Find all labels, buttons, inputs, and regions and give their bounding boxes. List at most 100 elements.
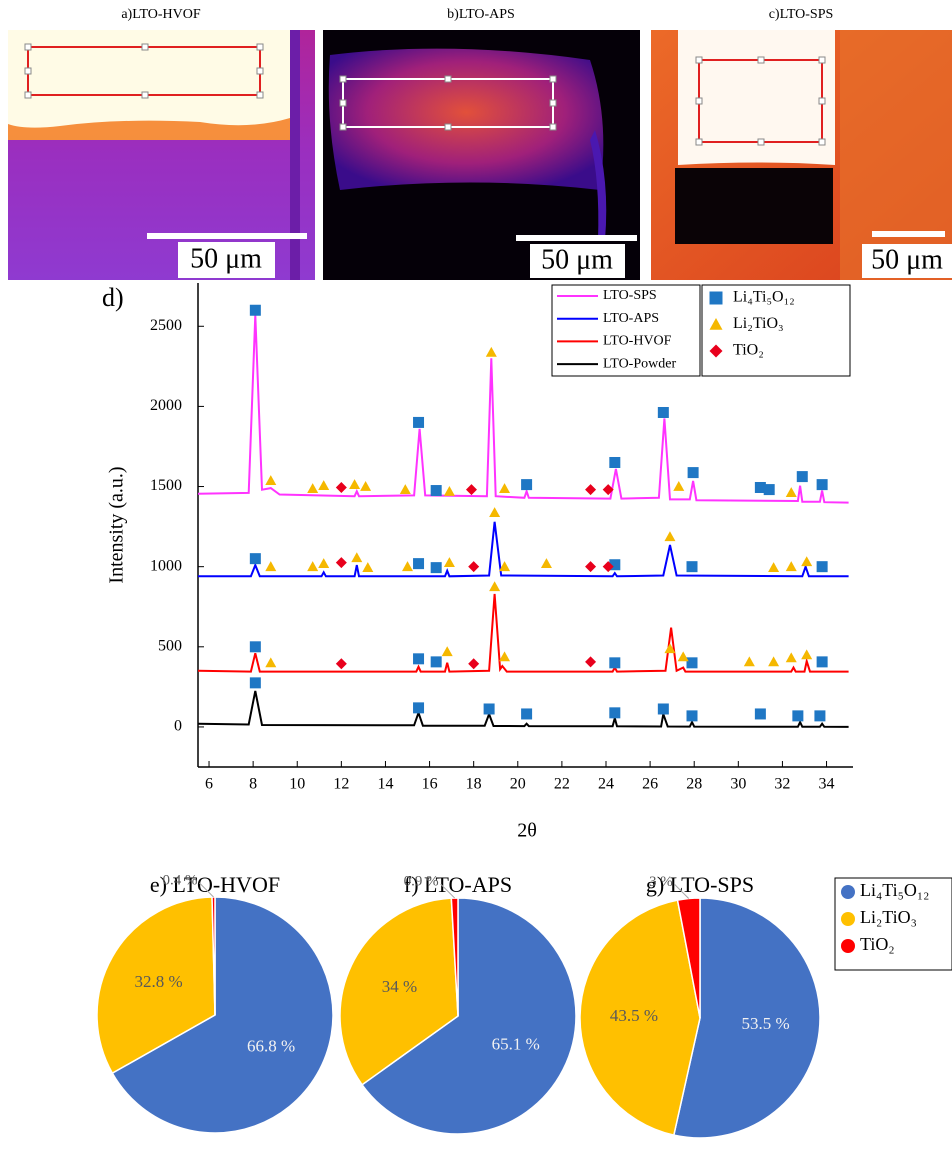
pie-slice <box>211 896 216 1016</box>
marker <box>413 702 425 714</box>
marker <box>609 559 621 571</box>
x-tick-label: 34 <box>819 776 835 793</box>
marker <box>816 479 828 491</box>
pie-value-label: 53.5 % <box>742 1014 790 1033</box>
marker <box>413 653 425 665</box>
legend-label: Li₂TiO₃ <box>860 907 917 927</box>
x-tick-label: 28 <box>686 776 702 793</box>
micrograph-c <box>651 30 952 280</box>
legend-label: TiO₂ <box>860 934 895 954</box>
marker <box>399 484 411 494</box>
pie-title: g) LTO-SPS <box>646 872 754 897</box>
pie-slice <box>579 899 701 1137</box>
marker <box>349 479 361 490</box>
marker <box>801 556 813 567</box>
marker <box>430 562 442 574</box>
panel-label: b)LTO-APS <box>447 7 515 22</box>
y-tick-label: 0 <box>174 718 182 735</box>
marker <box>413 558 425 570</box>
marker <box>686 710 698 722</box>
marker <box>468 658 480 670</box>
marker <box>351 552 363 563</box>
x-tick-label: 6 <box>205 776 213 793</box>
marker <box>609 657 621 669</box>
legend-swatch <box>841 885 855 899</box>
pie-value-label: 43.5 % <box>610 1006 658 1025</box>
marker <box>686 561 698 573</box>
marker <box>657 406 669 418</box>
pie-value-label: 65.1 % <box>492 1035 540 1054</box>
marker <box>249 304 261 316</box>
micrograph-b <box>323 30 640 280</box>
marker <box>673 481 685 491</box>
legend-label: LTO-APS <box>603 311 659 326</box>
marker <box>249 553 261 565</box>
marker <box>335 481 347 493</box>
marker <box>402 561 414 572</box>
x-axis-label: 2θ <box>517 820 537 842</box>
pie-slice <box>361 897 577 1135</box>
marker <box>743 656 755 667</box>
marker <box>485 346 497 357</box>
pie-value-label: 34 % <box>382 977 417 996</box>
legend-swatch <box>841 939 855 953</box>
x-tick-label: 18 <box>466 776 482 793</box>
marker <box>796 471 808 483</box>
series-line <box>197 315 849 504</box>
panel-label: d) <box>102 283 124 312</box>
marker <box>335 658 347 670</box>
pie-value-label: 0.9 % <box>404 873 439 889</box>
y-tick-label: 1500 <box>150 477 182 494</box>
marker <box>489 507 501 518</box>
marker <box>814 710 826 722</box>
marker <box>441 646 453 657</box>
marker <box>785 652 797 663</box>
marker <box>521 708 533 720</box>
marker <box>768 656 780 667</box>
marker <box>360 481 372 491</box>
marker <box>677 651 689 662</box>
legend-swatch <box>709 291 723 305</box>
marker <box>585 484 597 496</box>
marker <box>763 484 775 496</box>
marker <box>318 558 330 569</box>
y-tick-label: 1000 <box>150 557 182 574</box>
marker <box>413 416 425 428</box>
marker <box>521 479 533 491</box>
pie-slice <box>450 897 459 1017</box>
marker <box>686 657 698 669</box>
pie-slice <box>96 896 216 1075</box>
legend-label: LTO-HVOF <box>603 334 672 349</box>
scale-bar-label: 50 μm <box>871 244 943 275</box>
x-tick-label: 10 <box>289 776 305 793</box>
marker <box>801 649 813 660</box>
leader-line <box>199 882 214 898</box>
legend-box <box>551 284 701 377</box>
marker <box>499 651 511 662</box>
marker <box>249 677 261 689</box>
marker <box>499 561 511 572</box>
x-tick-label: 14 <box>377 776 393 793</box>
series-line <box>198 521 849 578</box>
marker <box>249 641 261 653</box>
marker <box>430 656 442 668</box>
legend-label: LTO-SPS <box>603 288 657 303</box>
y-tick-label: 500 <box>158 637 182 654</box>
y-axis-label: Intensity (a.u.) <box>106 466 128 583</box>
marker <box>483 703 495 715</box>
marker <box>602 561 614 573</box>
marker <box>664 643 676 654</box>
y-tick-label: 2500 <box>150 317 182 334</box>
y-tick-label: 2000 <box>150 397 182 414</box>
pie-title: e) LTO-HVOF <box>150 872 280 897</box>
pie-value-label: 3 % <box>649 874 673 890</box>
x-tick-label: 16 <box>422 776 438 793</box>
x-tick-label: 22 <box>554 776 570 793</box>
legend-swatch <box>709 318 723 330</box>
marker <box>318 480 330 490</box>
marker <box>499 483 511 494</box>
marker <box>602 484 614 496</box>
marker <box>754 481 766 493</box>
x-tick-label: 20 <box>510 776 526 793</box>
